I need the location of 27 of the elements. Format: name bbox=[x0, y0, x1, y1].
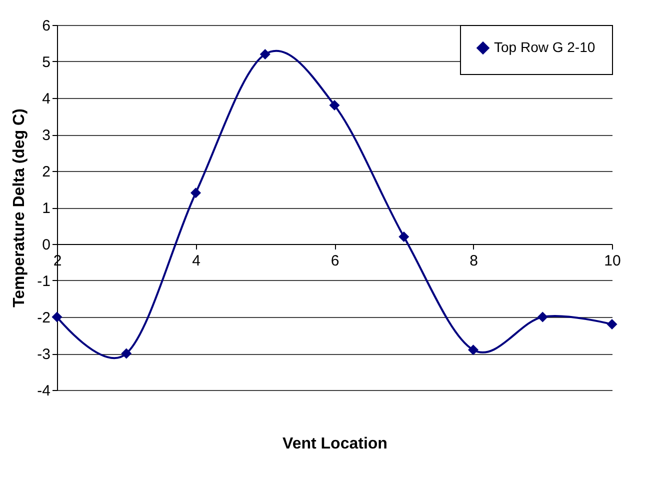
point bbox=[329, 100, 340, 111]
y-tick-label: -4 bbox=[37, 382, 50, 400]
point bbox=[52, 312, 62, 322]
y-tick-label: 4 bbox=[42, 90, 50, 108]
x-tick-label: 6 bbox=[330, 252, 340, 270]
y-tick-label: -3 bbox=[37, 346, 50, 363]
y-tick-label: -1 bbox=[37, 273, 50, 290]
y-tick-label: 0 bbox=[42, 236, 50, 254]
y-tick-label: 3 bbox=[42, 127, 50, 144]
y-tick-label: 1 bbox=[42, 200, 50, 217]
y-tick-label: 5 bbox=[42, 54, 50, 71]
point bbox=[468, 344, 478, 356]
point bbox=[190, 188, 201, 198]
x-tick-label: 4 bbox=[192, 252, 200, 270]
legend-label: Top Row G 2-10 bbox=[494, 39, 596, 55]
x-tick-label: 10 bbox=[604, 252, 621, 270]
y-tick-label: 2 bbox=[42, 164, 50, 180]
y-axis-title: Temperature Delta (deg C) bbox=[11, 108, 28, 308]
y-tick-label: -2 bbox=[37, 310, 50, 326]
point bbox=[260, 48, 270, 60]
point bbox=[121, 348, 132, 359]
x-tick-label: 8 bbox=[470, 252, 478, 270]
point bbox=[606, 319, 618, 330]
x-axis-title: Vent Location bbox=[282, 436, 388, 452]
y-tick-label: 6 bbox=[42, 18, 50, 34]
point bbox=[398, 231, 410, 242]
point bbox=[537, 312, 548, 322]
